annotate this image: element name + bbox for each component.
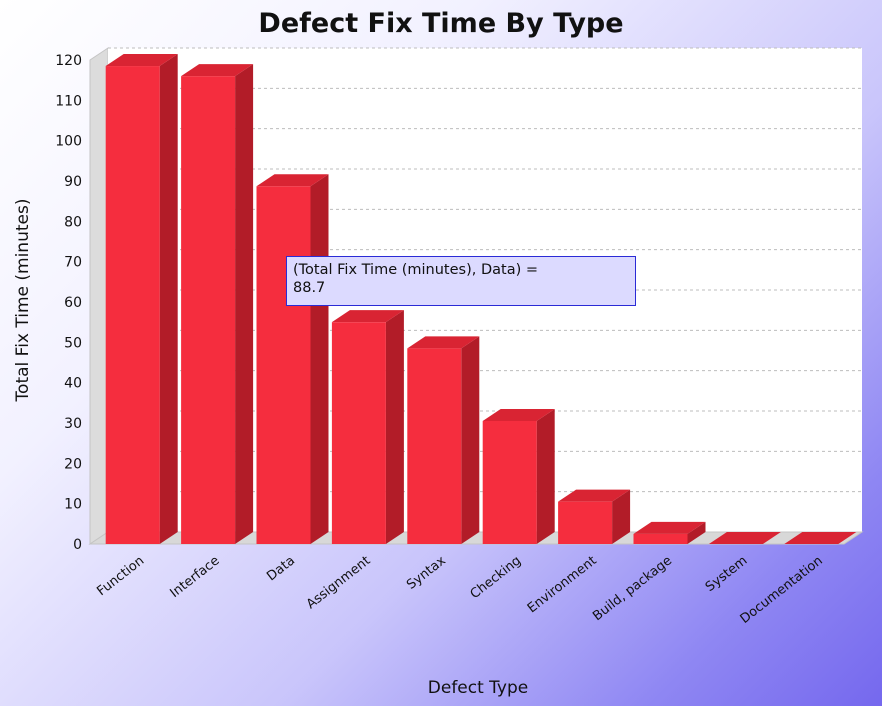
y-tick-label: 50 bbox=[64, 335, 82, 351]
bar-front bbox=[482, 420, 537, 544]
bar-front bbox=[331, 322, 386, 544]
y-tick-label: 10 bbox=[64, 497, 82, 513]
y-tick-label: 100 bbox=[55, 134, 82, 150]
bar-top bbox=[181, 64, 254, 77]
x-tick-label: Interface bbox=[167, 553, 222, 601]
x-tick-label: Checking bbox=[468, 553, 525, 602]
bar-side bbox=[235, 64, 254, 544]
y-axis-ticks: 0 10 20 30 40 50 60 70 80 90 100 110 120 bbox=[55, 53, 82, 553]
bar bbox=[482, 408, 555, 544]
bar-top bbox=[482, 408, 555, 421]
bar-side bbox=[687, 521, 706, 544]
bar-side bbox=[461, 336, 480, 544]
bar-front bbox=[105, 66, 160, 545]
bar-side bbox=[159, 54, 178, 545]
bar-top bbox=[708, 532, 781, 544]
bars bbox=[105, 54, 857, 545]
tooltip-line-2: 88.7 bbox=[293, 280, 326, 296]
bar-front bbox=[558, 501, 613, 544]
x-tick-label: Documentation bbox=[738, 553, 826, 627]
bar-top bbox=[256, 174, 329, 187]
bar-side bbox=[612, 489, 631, 544]
x-tick-label: System bbox=[703, 553, 750, 595]
y-tick-label: 0 bbox=[73, 537, 82, 553]
bar bbox=[558, 489, 631, 544]
bar-front bbox=[633, 533, 688, 544]
chart-title: Defect Fix Time By Type bbox=[258, 8, 623, 39]
y-tick-label: 20 bbox=[64, 456, 82, 472]
bar-side bbox=[385, 310, 404, 544]
tooltip-line-1: (Total Fix Time (minutes), Data) = bbox=[293, 262, 538, 278]
bar bbox=[784, 532, 857, 544]
bar-top bbox=[784, 532, 857, 544]
bar-top bbox=[105, 54, 178, 67]
bar-side bbox=[536, 408, 555, 544]
y-tick-label: 70 bbox=[64, 255, 82, 271]
y-axis-title: Total Fix Time (minutes) bbox=[13, 199, 33, 403]
x-tick-label: Syntax bbox=[404, 553, 449, 593]
x-tick-label: Build, package bbox=[590, 553, 675, 624]
bar-side bbox=[310, 174, 329, 544]
y-tick-label: 110 bbox=[55, 93, 82, 109]
x-tick-label: Environment bbox=[525, 553, 600, 616]
x-tick-label: Assignment bbox=[304, 553, 374, 612]
bar bbox=[633, 521, 706, 544]
bar-front bbox=[407, 348, 462, 544]
x-axis-ticks: Function Interface Data Assignment Syntax Che… bbox=[94, 553, 825, 627]
x-tick-label: Function bbox=[94, 553, 147, 599]
bar bbox=[105, 54, 178, 545]
y-tick-label: 120 bbox=[55, 53, 82, 69]
x-axis-title: Defect Type bbox=[428, 678, 528, 698]
bar-top bbox=[633, 521, 706, 534]
bar-top bbox=[331, 310, 404, 323]
bar-top bbox=[407, 336, 480, 349]
bar bbox=[181, 64, 254, 544]
y-tick-label: 90 bbox=[64, 174, 82, 190]
bar-front bbox=[256, 186, 311, 544]
y-tick-label: 80 bbox=[64, 214, 82, 230]
bar bbox=[331, 310, 404, 544]
bar bbox=[407, 336, 480, 544]
bar bbox=[708, 532, 781, 544]
bar-front bbox=[181, 76, 236, 544]
data-tooltip: (Total Fix Time (minutes), Data) = 88.7 bbox=[286, 256, 636, 306]
y-tick-label: 60 bbox=[64, 295, 82, 311]
y-tick-label: 40 bbox=[64, 376, 82, 392]
y-tick-label: 30 bbox=[64, 416, 82, 432]
x-tick-label: Data bbox=[264, 553, 298, 584]
bar-top bbox=[558, 489, 631, 502]
bar bbox=[256, 174, 329, 544]
left-wall bbox=[89, 47, 109, 545]
